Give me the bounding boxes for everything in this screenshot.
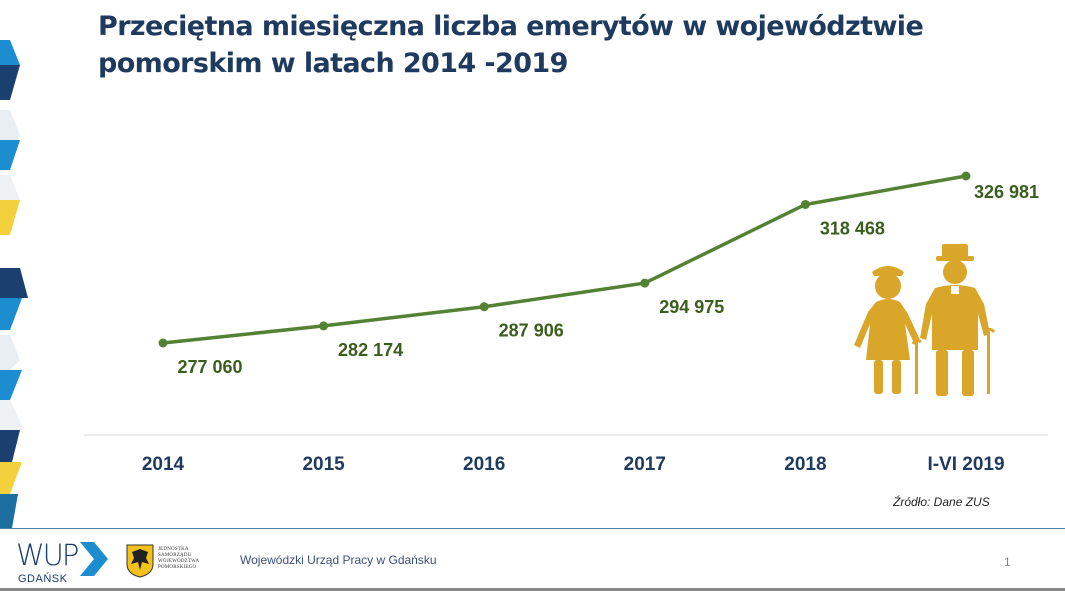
source-note: Źródło: Dane ZUS (893, 495, 990, 509)
x-tick-label: 2014 (142, 454, 185, 475)
data-point (158, 338, 168, 348)
x-tick-label: 2015 (302, 454, 345, 475)
data-label: 282 174 (338, 340, 403, 360)
data-label: 287 906 (499, 321, 564, 341)
crest-line-3: WOJEWÓDZTWA (158, 559, 200, 564)
x-tick-label: 2018 (784, 454, 826, 475)
data-label: 294 975 (659, 297, 724, 317)
wup-logo[interactable]: WUP GDAŃSK (16, 538, 116, 588)
wup-logo-text: WUP (16, 538, 79, 572)
crest-line-2: SAMORZĄDU (158, 553, 192, 558)
data-point (800, 199, 810, 209)
data-point (640, 278, 650, 288)
elderly-couple-icon (854, 244, 996, 396)
line-chart: 277 060 282 174 287 906 294 975 318 468 326 9… (84, 171, 1048, 475)
data-point (319, 321, 329, 331)
crest-caption: JEDNOSTKA SAMORZĄDU WOJEWÓDZTWA POMORSKI… (158, 547, 216, 571)
footer-divider (0, 528, 1065, 529)
data-label: 277 060 (177, 357, 242, 377)
left-decorative-strip (0, 40, 28, 528)
wup-arrow-icon (80, 542, 108, 576)
data-label: 326 981 (974, 182, 1039, 202)
crest-line-4: POMORSKIEGO (158, 565, 197, 570)
crest-line-1: JEDNOSTKA (158, 547, 189, 552)
data-point (479, 302, 489, 312)
wup-logo-subtitle: GDAŃSK (18, 573, 68, 585)
footer-organization: Wojewódzki Urząd Pracy w Gdańsku (240, 553, 437, 567)
data-point (961, 171, 971, 181)
data-label: 318 468 (820, 218, 885, 238)
crest-icon (126, 544, 154, 578)
x-tick-label: I-VI 2019 (927, 454, 1004, 475)
page-number: 1 (1004, 555, 1011, 569)
footer-bottom-bar (0, 588, 1065, 591)
x-tick-label: 2016 (463, 454, 505, 475)
slide-title: Przeciętna miesięczna liczba emerytów w … (98, 11, 924, 79)
x-tick-label: 2017 (624, 454, 666, 475)
series-line (162, 174, 967, 345)
